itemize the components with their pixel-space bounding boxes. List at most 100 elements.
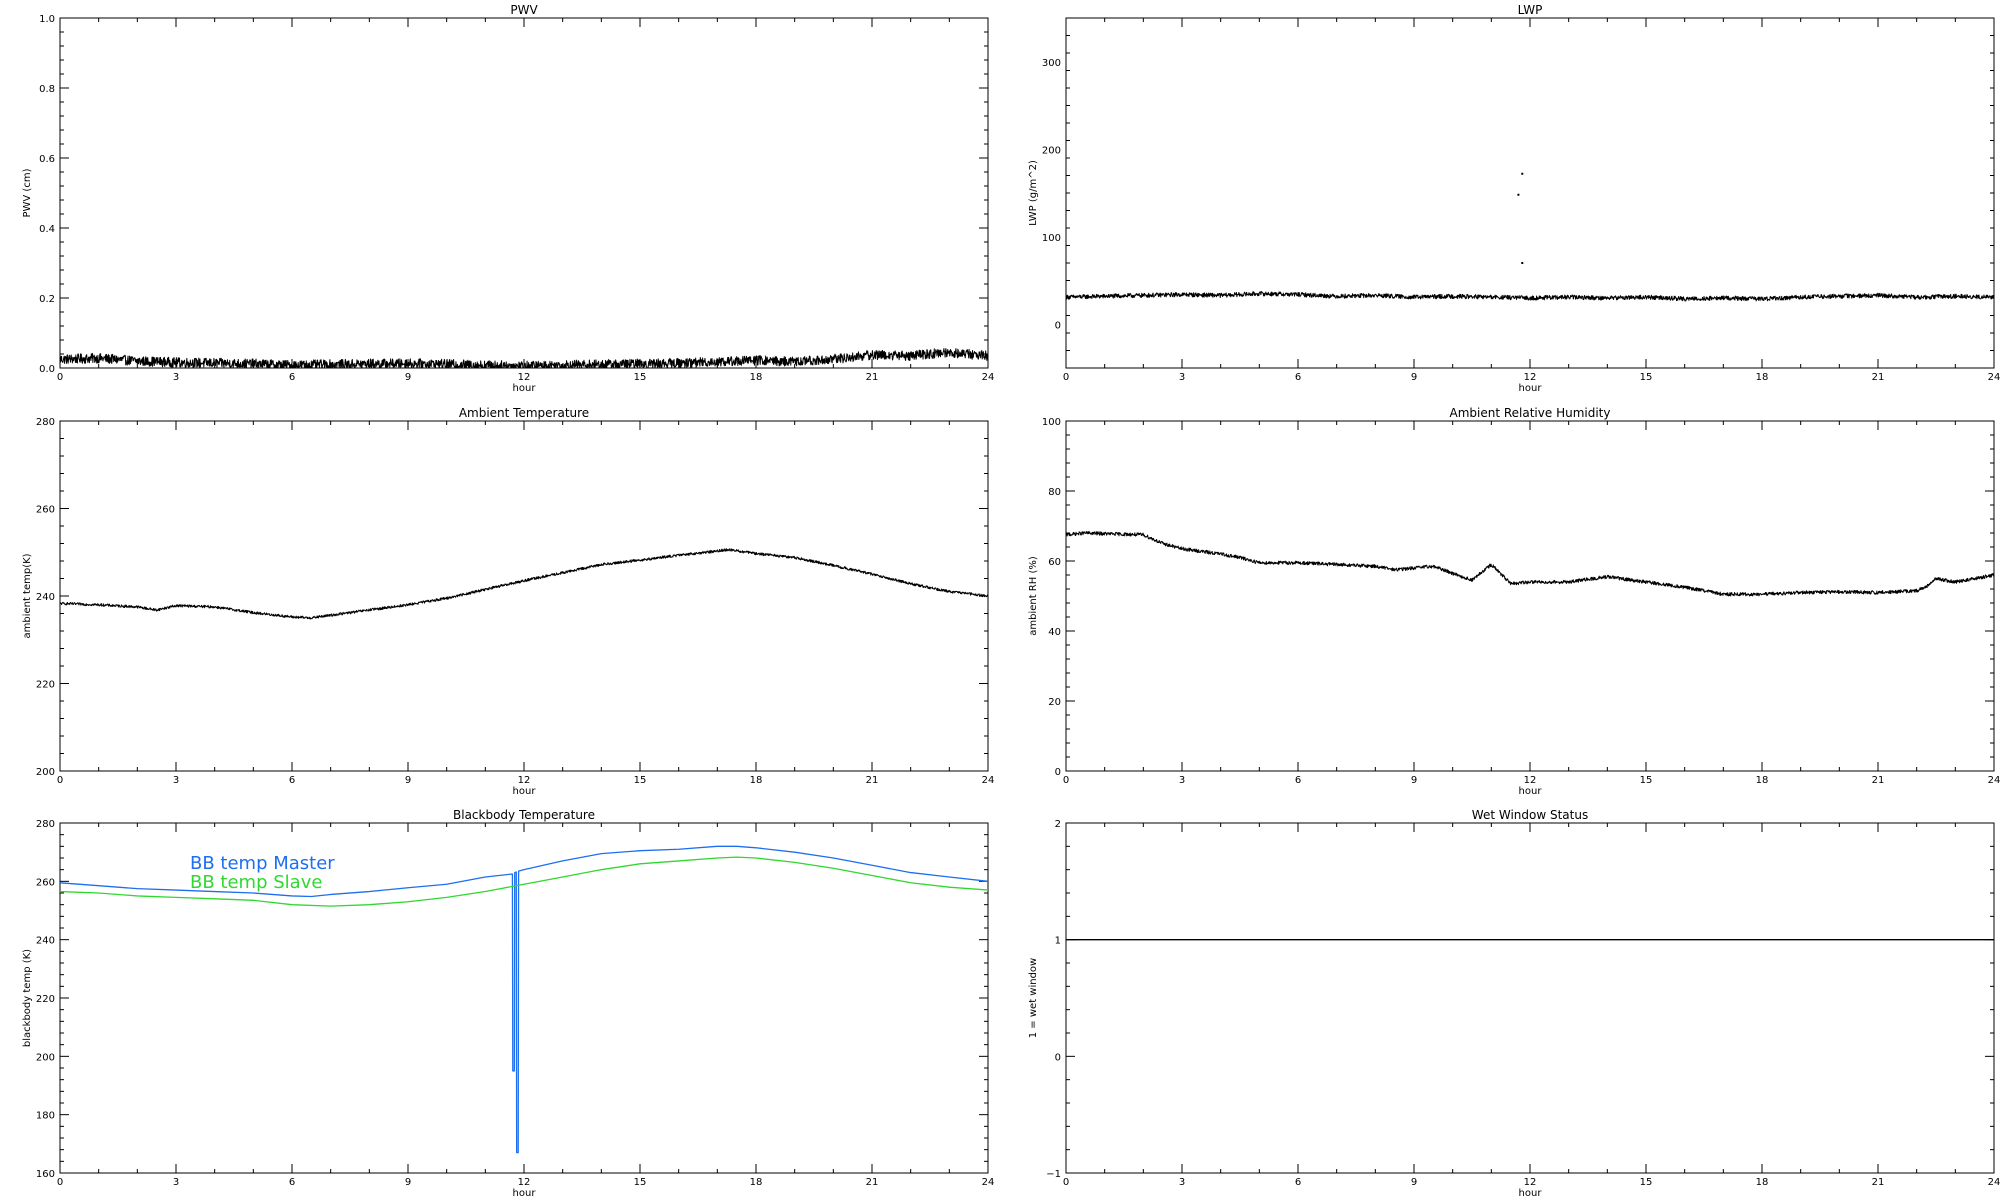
legend-entry-bb-temp-slave: BB temp Slave	[190, 872, 322, 893]
y-tick-label: 220	[36, 994, 55, 1005]
x-tick-label: 6	[289, 1177, 295, 1188]
y-axis-label: ambient temp(K)	[22, 553, 33, 638]
y-tick-label: 1	[1055, 936, 1061, 947]
x-tick-label: 9	[405, 372, 411, 383]
x-tick-label: 24	[982, 1177, 995, 1188]
x-tick-label: 9	[405, 1177, 411, 1188]
x-axis-label: hour	[513, 1188, 537, 1199]
x-tick-label: 0	[57, 1177, 63, 1188]
y-tick-label: 80	[1048, 487, 1061, 498]
y-tick-label: 1.0	[39, 14, 55, 25]
x-tick-label: 12	[518, 372, 531, 383]
x-tick-label: 12	[1524, 1177, 1537, 1188]
x-tick-label: 6	[289, 775, 295, 786]
series-line-bb-temp-master	[59, 845, 989, 1154]
chart-title: LWP	[1518, 3, 1543, 17]
x-tick-label: 18	[1756, 1177, 1769, 1188]
x-tick-label: 0	[1063, 1177, 1069, 1188]
x-tick-label: 9	[1411, 1177, 1417, 1188]
x-tick-label: 3	[1179, 1177, 1185, 1188]
y-tick-label: 0	[1055, 1052, 1061, 1063]
y-tick-label: 240	[36, 592, 55, 603]
x-tick-label: 9	[1411, 372, 1417, 383]
y-tick-label: 0.6	[39, 154, 55, 165]
x-tick-label: 3	[173, 1177, 179, 1188]
chart-title: Ambient Relative Humidity	[1450, 406, 1611, 420]
panel-ambient-relative-humidity: Ambient Relative Humidity 0 3 6 9 12 15 18 21 24 h…	[1028, 406, 2000, 797]
x-tick-label: 21	[1872, 1177, 1885, 1188]
x-tick-label: 24	[1988, 372, 2000, 383]
panel-pwv: PWV 0 3 6 9 12 15 18 21 24 hour 0.0 0.2 0.4 0.6 0.8 1.0 P…	[22, 3, 994, 394]
x-tick-label: 24	[1988, 1177, 2000, 1188]
y-tick-label: 0	[1055, 767, 1061, 778]
y-tick-label: 160	[36, 1169, 55, 1180]
x-axis-label: hour	[1519, 383, 1543, 394]
x-axis-label: hour	[1519, 1188, 1543, 1199]
x-axis-label: hour	[513, 383, 537, 394]
x-tick-label: 21	[866, 372, 879, 383]
x-tick-label: 15	[634, 372, 647, 383]
x-tick-label: 3	[173, 372, 179, 383]
x-tick-label: 9	[405, 775, 411, 786]
series-line	[1065, 291, 1995, 302]
x-tick-label: 24	[982, 775, 995, 786]
x-tick-label: 3	[1179, 372, 1185, 383]
x-tick-label: 18	[750, 1177, 763, 1188]
y-tick-label: 40	[1048, 627, 1061, 638]
x-tick-label: 6	[1295, 372, 1301, 383]
y-tick-label: 0.2	[39, 294, 55, 305]
series-line	[59, 548, 989, 620]
x-tick-label: 12	[518, 1177, 531, 1188]
y-tick-label: 0.4	[39, 224, 55, 235]
x-tick-label: 6	[289, 372, 295, 383]
plot-frame	[59, 420, 989, 772]
x-tick-label: 24	[982, 372, 995, 383]
x-tick-label: 3	[173, 775, 179, 786]
y-tick-label: 220	[36, 680, 55, 691]
y-tick-label: 60	[1048, 557, 1061, 568]
x-tick-label: 12	[1524, 372, 1537, 383]
x-tick-label: 24	[1988, 775, 2000, 786]
y-axis-label: LWP (g/m^2)	[1028, 160, 1039, 226]
x-tick-label: 18	[1756, 775, 1769, 786]
y-tick-label: 20	[1048, 697, 1061, 708]
x-tick-label: 15	[1640, 775, 1653, 786]
y-tick-label: 200	[36, 767, 55, 778]
x-tick-label: 21	[1872, 775, 1885, 786]
x-tick-label: 0	[1063, 372, 1069, 383]
x-tick-label: 18	[750, 372, 763, 383]
x-axis-label: hour	[1519, 786, 1543, 797]
y-axis-label: PWV (cm)	[22, 168, 33, 217]
x-tick-label: 15	[634, 1177, 647, 1188]
x-tick-label: 9	[1411, 775, 1417, 786]
y-tick-label: −1	[1046, 1169, 1061, 1180]
x-tick-label: 15	[1640, 1177, 1653, 1188]
x-tick-label: 21	[866, 775, 879, 786]
x-tick-label: 12	[518, 775, 531, 786]
x-tick-label: 0	[57, 372, 63, 383]
panel-ambient-temperature: Ambient Temperature 0 3 6 9 12 15 18 21 24 hour 200…	[22, 406, 994, 797]
x-tick-label: 6	[1295, 1177, 1301, 1188]
data-point	[1521, 262, 1524, 264]
legend-entry-bb-temp-master: BB temp Master	[190, 853, 335, 874]
x-tick-label: 21	[1872, 372, 1885, 383]
y-tick-label: 2	[1055, 819, 1061, 830]
plot-frame	[59, 17, 989, 369]
x-tick-label: 18	[750, 775, 763, 786]
y-tick-label: 100	[1042, 417, 1061, 428]
y-tick-label: 0.8	[39, 84, 55, 95]
chart-title: Wet Window Status	[1472, 808, 1588, 822]
y-tick-label: 240	[36, 936, 55, 947]
y-axis-label: 1 = wet window	[1028, 958, 1039, 1038]
x-tick-label: 18	[1756, 372, 1769, 383]
plot-frame	[1065, 822, 1995, 1174]
y-tick-label: 0.0	[39, 364, 55, 375]
chart-title: Ambient Temperature	[459, 406, 589, 420]
y-tick-label: 260	[36, 877, 55, 888]
x-tick-label: 12	[1524, 775, 1537, 786]
panel-lwp: LWP 0 3 6 9 12 15 18 21 24 hour 0 100 200 300 LWP (g/m^…	[1028, 3, 2000, 394]
plot-frame	[1065, 420, 1995, 772]
chart-title: PWV	[510, 3, 538, 17]
